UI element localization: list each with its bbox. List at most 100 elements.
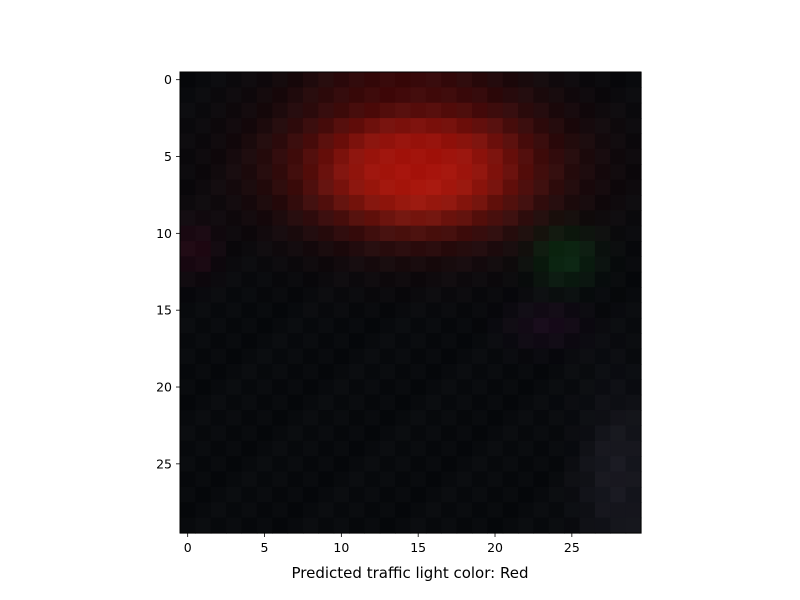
pixel-cell bbox=[533, 225, 550, 242]
pixel-cell bbox=[441, 425, 458, 442]
pixel-cell bbox=[210, 102, 227, 119]
pixel-cell bbox=[579, 87, 596, 104]
pixel-cell bbox=[548, 302, 565, 319]
pixel-cell bbox=[441, 456, 458, 473]
pixel-cell bbox=[256, 287, 273, 304]
pixel-cell bbox=[349, 517, 365, 534]
pixel-cell bbox=[379, 72, 396, 88]
pixel-cell bbox=[241, 471, 258, 488]
pixel-cell bbox=[349, 87, 365, 104]
pixel-cell bbox=[594, 425, 611, 442]
pixel-cell bbox=[471, 210, 488, 227]
pixel-cell bbox=[349, 410, 365, 427]
pixel-cell bbox=[379, 287, 396, 304]
pixel-cell bbox=[410, 87, 427, 104]
pixel-cell bbox=[564, 456, 581, 473]
pixel-cell bbox=[318, 164, 335, 181]
pixel-cell bbox=[441, 471, 458, 488]
pixel-cell bbox=[441, 102, 458, 119]
pixel-cell bbox=[471, 317, 488, 334]
pixel-cell bbox=[441, 502, 458, 519]
pixel-cell bbox=[318, 102, 335, 119]
pixel-cell bbox=[487, 271, 504, 288]
pixel-cell bbox=[364, 379, 381, 396]
x-tick-label: 25 bbox=[564, 540, 580, 555]
pixel-cell bbox=[471, 333, 488, 350]
pixel-cell bbox=[410, 486, 427, 503]
pixel-cell bbox=[548, 194, 565, 211]
pixel-cell bbox=[487, 72, 504, 88]
pixel-cell bbox=[318, 302, 335, 319]
pixel-cell bbox=[272, 210, 289, 227]
pixel-cell bbox=[195, 363, 212, 380]
pixel-cell bbox=[594, 194, 611, 211]
pixel-cell bbox=[487, 486, 504, 503]
pixel-cell bbox=[226, 379, 243, 396]
pixel-cell bbox=[487, 194, 504, 211]
pixel-cell bbox=[579, 241, 596, 257]
pixel-cell bbox=[410, 440, 427, 457]
pixel-cell bbox=[502, 440, 519, 457]
pixel-cell bbox=[364, 502, 381, 519]
pixel-cell bbox=[533, 271, 550, 288]
pixel-cell bbox=[518, 148, 535, 165]
pixel-cell bbox=[594, 271, 611, 288]
pixel-cell bbox=[302, 348, 319, 365]
pixel-cell bbox=[487, 363, 504, 380]
pixel-cell bbox=[226, 164, 243, 181]
pixel-cell bbox=[241, 72, 258, 88]
pixel-cell bbox=[471, 241, 488, 257]
pixel-cell bbox=[180, 410, 196, 427]
pixel-cell bbox=[441, 256, 458, 273]
pixel-cell bbox=[471, 302, 488, 319]
pixel-cell bbox=[180, 256, 196, 273]
pixel-cell bbox=[287, 317, 304, 334]
pixel-cell bbox=[226, 486, 243, 503]
pixel-cell bbox=[564, 471, 581, 488]
pixel-cell bbox=[395, 179, 412, 196]
pixel-cell bbox=[548, 348, 565, 365]
pixel-cell bbox=[564, 256, 581, 273]
pixel-cell bbox=[441, 87, 458, 104]
pixel-cell bbox=[272, 225, 289, 242]
pixel-cell bbox=[502, 348, 519, 365]
pixel-cell bbox=[256, 72, 273, 88]
pixel-cell bbox=[226, 456, 243, 473]
pixel-cell bbox=[471, 486, 488, 503]
pixel-cell bbox=[456, 148, 473, 165]
pixel-cell bbox=[333, 287, 350, 304]
pixel-cell bbox=[533, 502, 550, 519]
pixel-cell bbox=[548, 471, 565, 488]
pixel-cell bbox=[579, 179, 596, 196]
pixel-cell bbox=[318, 256, 335, 273]
pixel-cell bbox=[487, 225, 504, 242]
pixel-cell bbox=[210, 118, 227, 135]
pixel-cell bbox=[272, 425, 289, 442]
pixel-cell bbox=[533, 456, 550, 473]
pixel-cell bbox=[487, 394, 504, 411]
pixel-cell bbox=[287, 363, 304, 380]
pixel-cell bbox=[226, 225, 243, 242]
pixel-cell bbox=[425, 425, 442, 442]
pixel-cell bbox=[302, 164, 319, 181]
pixel-cell bbox=[425, 179, 442, 196]
pixel-cell bbox=[564, 502, 581, 519]
pixel-cell bbox=[564, 210, 581, 227]
pixel-cell bbox=[425, 102, 442, 119]
pixel-cell bbox=[487, 210, 504, 227]
pixel-cell bbox=[180, 148, 196, 165]
pixel-cell bbox=[548, 87, 565, 104]
pixel-cell bbox=[487, 333, 504, 350]
pixel-cell bbox=[579, 317, 596, 334]
pixel-cell bbox=[226, 502, 243, 519]
pixel-cell bbox=[379, 379, 396, 396]
pixel-cell bbox=[272, 102, 289, 119]
pixel-cell bbox=[256, 379, 273, 396]
pixel-cell bbox=[318, 425, 335, 442]
pixel-cell bbox=[180, 302, 196, 319]
pixel-cell bbox=[318, 456, 335, 473]
pixel-cell bbox=[302, 517, 319, 534]
pixel-cell bbox=[256, 486, 273, 503]
pixel-cell bbox=[318, 241, 335, 257]
